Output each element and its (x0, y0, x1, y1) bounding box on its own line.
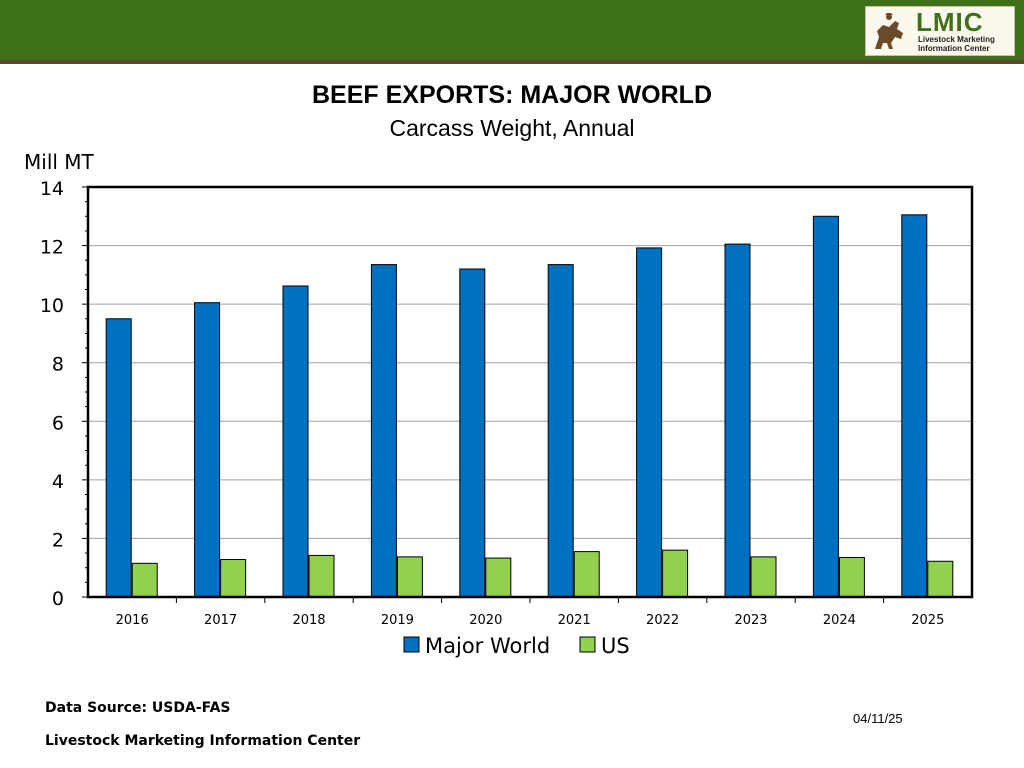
x-tick-label: 2017 (204, 613, 237, 628)
chart-subtitle: Carcass Weight, Annual (389, 115, 635, 141)
publish-date: 04/11/25 (853, 711, 903, 726)
x-tick-label: 2023 (734, 613, 767, 628)
bar-major-world (636, 247, 663, 598)
bar-us (308, 554, 335, 598)
bar-us (750, 556, 777, 598)
x-tick-label: 2020 (469, 613, 502, 628)
bar-us (220, 559, 247, 598)
legend-label: US (601, 634, 630, 658)
bar-major-world (812, 215, 839, 598)
x-tick-label: 2024 (823, 613, 856, 628)
logo-subtitle-line1: Livestock Marketing (918, 35, 995, 44)
y-tick-label: 0 (52, 588, 64, 610)
y-tick-label: 10 (40, 295, 64, 317)
y-tick-label: 8 (52, 354, 64, 376)
y-tick-label: 12 (40, 237, 64, 259)
bar-major-world (105, 318, 132, 598)
x-tick-label: 2022 (646, 613, 679, 628)
bar-major-world (547, 264, 574, 598)
bar-us (573, 551, 600, 598)
x-tick-label: 2021 (558, 613, 591, 628)
header-bar (0, 0, 1024, 60)
bar-us (838, 556, 865, 598)
bar-us (662, 549, 689, 598)
organization-name: Livestock Marketing Information Center (45, 733, 361, 749)
x-tick-label: 2016 (116, 613, 149, 628)
bar-major-world (901, 214, 928, 598)
lmic-logo: LMIC Livestock Marketing Information Cen… (865, 6, 1015, 56)
data-source-note: Data Source: USDA-FAS (45, 700, 231, 716)
header-divider (0, 60, 1024, 64)
legend-swatch (403, 636, 420, 653)
y-tick-label: 2 (52, 529, 64, 551)
x-tick-label: 2019 (381, 613, 414, 628)
bar-major-world (282, 285, 309, 598)
bar-major-world (370, 264, 397, 598)
logo-subtitle-line2: Information Center (918, 44, 990, 53)
y-tick-label: 4 (52, 471, 64, 493)
bar-us (927, 560, 954, 598)
bar-us (485, 557, 512, 598)
plot-frame (86, 185, 974, 599)
bar-major-world (194, 302, 221, 598)
y-axis-label: Mill MT (24, 150, 94, 174)
bar-us (396, 556, 423, 598)
cowboy-horse-icon (875, 13, 903, 49)
x-tick-label: 2018 (292, 613, 325, 628)
bar-us (131, 562, 158, 598)
logo-name: LMIC (916, 7, 984, 37)
x-tick-label: 2025 (911, 613, 944, 628)
y-tick-label: 6 (52, 412, 64, 434)
chart-title: BEEF EXPORTS: MAJOR WORLD (311, 81, 712, 109)
bar-major-world (459, 268, 486, 598)
y-tick-label: 14 (40, 178, 64, 200)
legend-label: Major World (425, 634, 550, 658)
legend-swatch (579, 636, 596, 653)
bar-major-world (724, 243, 751, 598)
